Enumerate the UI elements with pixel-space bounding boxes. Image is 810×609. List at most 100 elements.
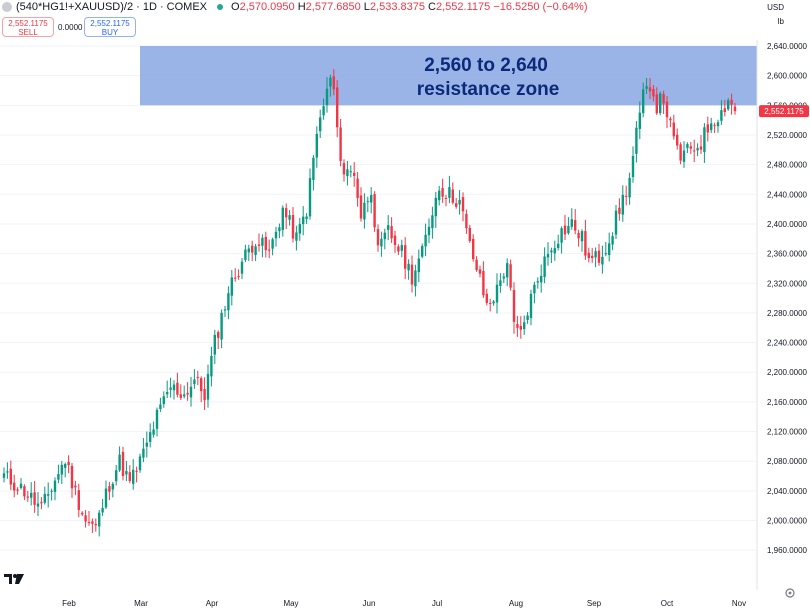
candle-body [356,178,359,199]
candle-body [247,248,250,253]
candle-body [465,213,468,229]
candle-body [169,387,172,390]
candle-body [448,187,451,198]
symbol-title[interactable]: (540*HG1!+XAUUSD)/2 · 1D · COMEX [16,1,208,13]
candle-body [322,106,325,116]
y-tick-label: 2,200.0000 [767,368,808,377]
candle-body [550,250,553,253]
candle-body [468,227,471,242]
candle-body [346,169,349,177]
buy-button[interactable]: 2,552.1175 BUY [84,17,136,37]
candle-body [461,197,465,212]
candle-body [625,195,628,197]
candle-body [618,207,621,214]
candle-body [516,324,519,328]
ohlc-values: O2,570.0950 H2,577.6850 L2,533.8375 C2,5… [231,1,588,13]
candle-body [70,465,74,489]
candle-body [397,246,400,252]
y-tick-label: 2,240.0000 [767,339,808,348]
candle-body [628,177,631,198]
candle-body [723,108,726,113]
candle-body [696,148,699,151]
candle-body [393,235,397,245]
candle-body [166,391,169,395]
candle-body [597,250,601,263]
candle-body [720,110,723,121]
candle-body [349,171,352,173]
price-axis[interactable]: 2,640.00002,600.00002,560.00002,520.0000… [756,40,808,590]
candle-body [693,150,696,152]
time-axis[interactable]: Feb Mar Apr May Jun Jul Aug Sep Oct Nov [62,599,746,608]
candle-body [557,243,560,248]
candle-body [434,197,437,217]
candle-body [179,394,182,398]
candle-body [414,270,417,287]
unit-label[interactable]: lb [777,17,784,26]
candle-body [710,123,713,131]
candle-body [268,249,271,251]
candle-body [713,125,716,127]
candle-body [203,389,206,401]
candle-body [189,386,193,398]
candle-body [638,112,641,129]
candle-body [145,442,148,447]
candle-body [631,155,635,178]
candle-body [665,101,669,118]
candle-body [43,493,46,503]
candle-body [689,146,692,149]
y-tick-label: 2,520.0000 [767,131,808,140]
candle-body [84,515,87,522]
x-tick-label: May [283,599,298,608]
candle-body [339,127,342,161]
candles [2,69,737,537]
candle-body [217,332,220,338]
candle-body [601,256,604,265]
candle-body [227,293,230,311]
settings-gear-icon[interactable] [785,588,795,598]
candle-body [499,280,502,287]
candle-body [278,227,281,232]
candle-body [332,76,335,90]
candle-body [509,264,512,288]
candle-body [77,490,80,510]
candle-body [383,232,386,240]
candle-body [135,470,138,472]
candle-body [315,133,318,158]
candle-body [380,238,383,247]
candle-body [336,87,339,128]
candle-body [155,409,159,429]
currency-label[interactable]: USD [767,3,784,12]
candle-body [560,228,563,243]
candle-body [261,237,264,246]
candle-body [342,163,346,175]
candle-body [264,236,267,251]
candle-body [101,507,104,513]
tradingview-logo-icon[interactable] [4,574,24,584]
candle-body [305,216,308,220]
candle-body [288,215,291,220]
x-tick-label: Jul [432,599,442,608]
candle-body [584,231,587,256]
candle-body [98,512,101,527]
candle-body [104,488,108,508]
candle-body [438,190,441,201]
candle-body [706,124,709,133]
candle-body [60,464,63,475]
candle-body [574,220,577,231]
spread-value: 0.0000 [58,22,83,32]
sell-button[interactable]: 2,552.1175 SELL [2,17,54,37]
candle-body [703,127,706,153]
candle-body [50,490,53,492]
candle-body [441,188,444,197]
x-tick-label: Sep [587,599,602,608]
candle-body [485,293,488,303]
candle-body [370,195,373,203]
candle-body [159,404,162,410]
candle-body [417,258,420,273]
candle-body [200,378,203,392]
candle-body [716,122,720,127]
candle-body [111,483,114,490]
candle-body [727,100,730,110]
candle-body [271,239,274,249]
